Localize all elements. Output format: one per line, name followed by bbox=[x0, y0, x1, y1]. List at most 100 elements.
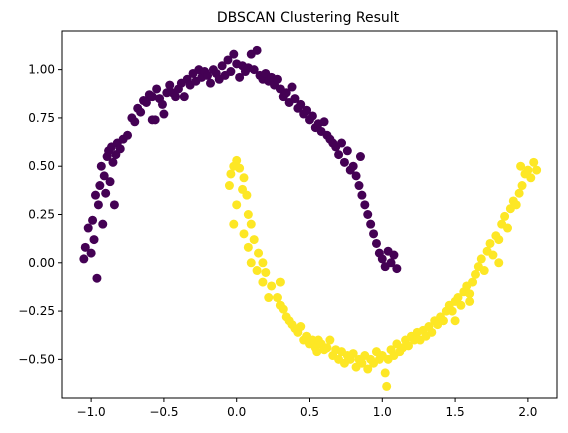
data-point-cluster-1 bbox=[254, 248, 264, 258]
data-point-cluster-1 bbox=[438, 316, 448, 326]
data-point-cluster-0 bbox=[83, 223, 93, 233]
data-point-cluster-0 bbox=[355, 152, 365, 162]
data-point-cluster-0 bbox=[136, 107, 146, 117]
data-point-cluster-1 bbox=[261, 267, 271, 277]
x-tick-label: −0.5 bbox=[149, 405, 178, 419]
points-layer bbox=[79, 45, 542, 391]
data-point-cluster-0 bbox=[281, 88, 291, 98]
data-point-cluster-1 bbox=[226, 169, 236, 179]
data-point-cluster-1 bbox=[357, 358, 367, 368]
data-point-cluster-1 bbox=[243, 210, 253, 219]
data-point-cluster-1 bbox=[532, 165, 542, 175]
data-point-cluster-1 bbox=[325, 335, 335, 345]
y-axis: −0.50 −0.25 0.00 0.25 0.50 0.75 1.00 bbox=[18, 63, 62, 366]
data-point-cluster-0 bbox=[159, 109, 169, 119]
data-point-cluster-1 bbox=[229, 219, 239, 229]
data-point-cluster-0 bbox=[392, 264, 402, 274]
data-point-cluster-1 bbox=[500, 211, 510, 221]
data-point-cluster-0 bbox=[157, 99, 167, 109]
data-point-cluster-0 bbox=[377, 254, 387, 264]
data-point-cluster-1 bbox=[322, 343, 332, 353]
data-point-cluster-1 bbox=[246, 219, 256, 229]
data-point-cluster-1 bbox=[476, 254, 486, 264]
data-point-cluster-1 bbox=[264, 293, 274, 303]
data-point-cluster-0 bbox=[86, 248, 96, 258]
y-tick-label: 1.00 bbox=[28, 63, 55, 77]
data-point-cluster-0 bbox=[95, 181, 105, 191]
data-point-cluster-1 bbox=[258, 277, 268, 287]
data-point-cluster-1 bbox=[243, 242, 253, 252]
data-point-cluster-0 bbox=[226, 67, 236, 77]
data-point-cluster-1 bbox=[465, 296, 475, 306]
data-point-cluster-1 bbox=[447, 306, 457, 316]
data-point-cluster-1 bbox=[239, 173, 249, 183]
data-point-cluster-0 bbox=[109, 200, 119, 210]
y-tick-label: −0.50 bbox=[18, 352, 55, 366]
data-point-cluster-1 bbox=[450, 316, 460, 326]
data-point-cluster-0 bbox=[90, 190, 100, 200]
data-point-cluster-0 bbox=[130, 117, 140, 127]
data-point-cluster-0 bbox=[141, 97, 151, 107]
data-point-cluster-1 bbox=[511, 200, 521, 210]
data-point-cluster-0 bbox=[235, 72, 245, 82]
data-point-cluster-0 bbox=[272, 74, 282, 84]
data-point-cluster-0 bbox=[369, 229, 379, 239]
data-point-cluster-0 bbox=[171, 92, 181, 102]
data-point-cluster-0 bbox=[223, 55, 233, 65]
data-point-cluster-1 bbox=[453, 293, 463, 303]
data-point-cluster-0 bbox=[147, 92, 157, 102]
data-point-cluster-0 bbox=[348, 161, 358, 171]
data-point-cluster-0 bbox=[179, 92, 189, 102]
data-point-cluster-1 bbox=[267, 281, 277, 291]
data-point-cluster-1 bbox=[427, 327, 437, 337]
data-point-cluster-0 bbox=[165, 80, 175, 90]
data-point-cluster-0 bbox=[366, 219, 376, 229]
data-point-cluster-1 bbox=[242, 190, 252, 200]
data-point-cluster-0 bbox=[354, 181, 364, 191]
x-tick-label: 0.0 bbox=[227, 405, 246, 419]
data-point-cluster-0 bbox=[363, 210, 373, 219]
data-point-cluster-0 bbox=[252, 45, 262, 55]
data-point-cluster-0 bbox=[229, 49, 239, 59]
x-tick-label: −1.0 bbox=[77, 405, 106, 419]
data-point-cluster-1 bbox=[456, 300, 466, 310]
data-point-cluster-0 bbox=[99, 171, 109, 181]
data-point-cluster-0 bbox=[334, 150, 344, 160]
data-point-cluster-1 bbox=[252, 266, 262, 276]
data-point-cluster-1 bbox=[468, 277, 478, 287]
data-point-cluster-1 bbox=[380, 368, 390, 378]
data-point-cluster-0 bbox=[249, 65, 259, 75]
data-point-cluster-1 bbox=[529, 157, 539, 167]
data-point-cluster-0 bbox=[296, 99, 306, 109]
y-tick-label: −0.25 bbox=[18, 304, 55, 318]
data-point-cluster-1 bbox=[523, 165, 533, 175]
y-tick-label: 0.25 bbox=[28, 208, 55, 222]
data-point-cluster-1 bbox=[382, 381, 392, 391]
data-point-cluster-0 bbox=[351, 171, 361, 181]
data-point-cluster-0 bbox=[147, 115, 157, 125]
data-point-cluster-0 bbox=[101, 188, 111, 198]
data-point-cluster-1 bbox=[404, 341, 413, 351]
data-point-cluster-1 bbox=[258, 258, 268, 268]
data-point-cluster-0 bbox=[290, 94, 300, 104]
data-point-cluster-1 bbox=[470, 269, 480, 279]
data-point-cluster-1 bbox=[526, 173, 536, 183]
data-point-cluster-0 bbox=[371, 238, 381, 248]
data-point-cluster-0 bbox=[217, 61, 227, 71]
data-point-cluster-0 bbox=[342, 146, 352, 156]
data-point-cluster-0 bbox=[123, 130, 133, 140]
data-point-cluster-1 bbox=[278, 304, 288, 314]
data-point-cluster-0 bbox=[115, 144, 125, 154]
data-point-cluster-0 bbox=[98, 219, 108, 229]
data-point-cluster-1 bbox=[232, 200, 242, 210]
data-point-cluster-1 bbox=[517, 181, 527, 191]
data-point-cluster-0 bbox=[360, 200, 370, 210]
data-point-cluster-0 bbox=[105, 177, 115, 187]
data-point-cluster-1 bbox=[503, 223, 512, 233]
x-tick-label: 2.0 bbox=[518, 405, 537, 419]
data-point-cluster-0 bbox=[206, 78, 215, 88]
data-point-cluster-1 bbox=[275, 277, 285, 287]
data-point-cluster-1 bbox=[246, 258, 256, 268]
